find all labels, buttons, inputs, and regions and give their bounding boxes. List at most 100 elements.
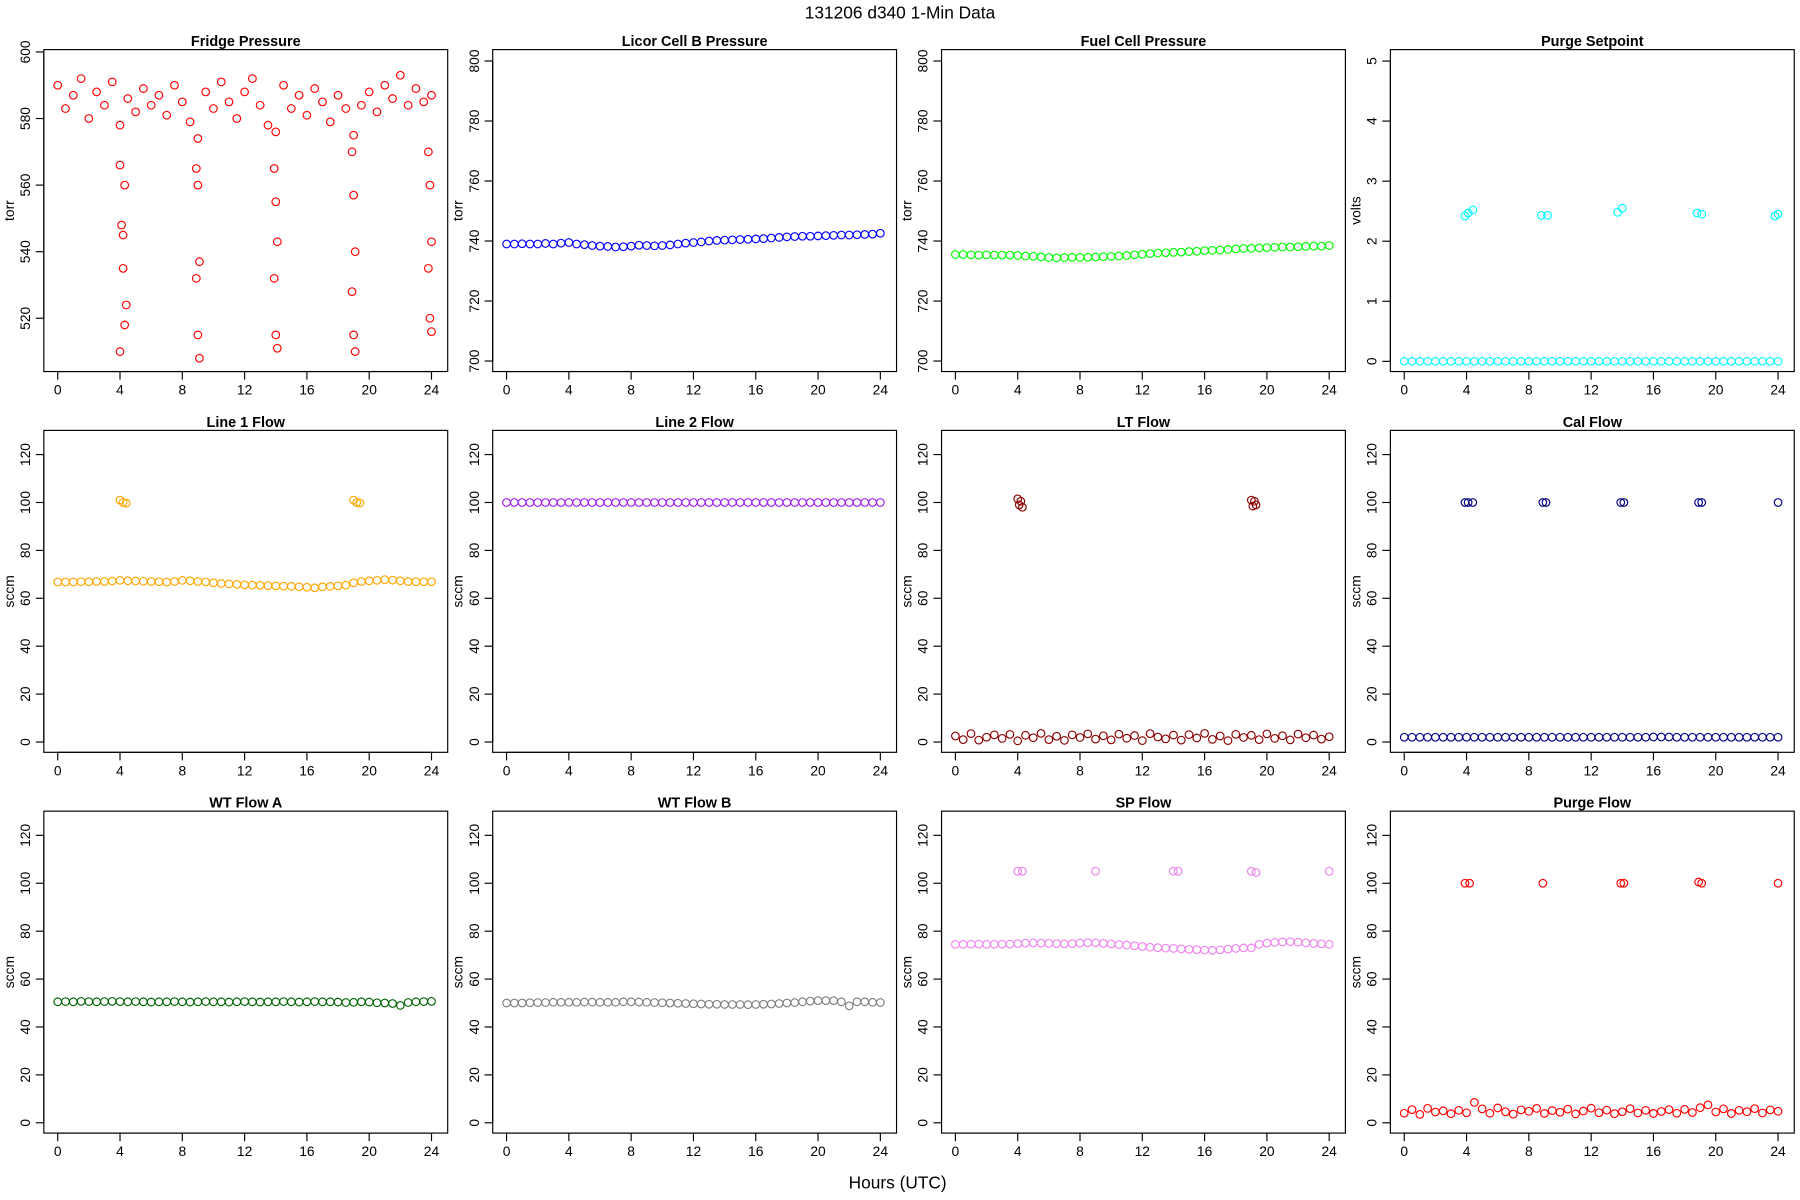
point (425, 180, 435, 190)
y-tick-label: 0 (915, 738, 931, 746)
y-axis-title: torr (1, 200, 17, 221)
point (1254, 735, 1264, 744)
point (837, 997, 846, 1007)
point (341, 580, 351, 590)
x-tick-label: 16 (299, 1143, 315, 1159)
y-tick-label: 0 (1364, 357, 1380, 365)
point (1083, 729, 1093, 739)
y-axis-title: volts (1347, 196, 1363, 225)
point (146, 100, 156, 110)
y-tick-label: 120 (915, 824, 931, 847)
x-tick-label: 4 (1463, 1143, 1471, 1159)
y-tick-label: 120 (17, 443, 33, 466)
point (1460, 878, 1470, 888)
point (1687, 1108, 1697, 1117)
point (411, 84, 421, 93)
point (966, 729, 976, 739)
point (403, 100, 413, 110)
point (272, 343, 282, 353)
y-tick-label: 80 (17, 542, 33, 558)
point (1028, 733, 1038, 743)
point (271, 127, 281, 137)
x-tick-label: 0 (952, 382, 960, 398)
x-tick-label: 0 (952, 1143, 960, 1159)
plot-frame (43, 429, 449, 753)
point (982, 732, 991, 742)
point (1192, 733, 1202, 743)
point (1750, 1104, 1760, 1114)
x-tick-label: 0 (952, 762, 960, 778)
x-tick-label: 12 (1583, 382, 1598, 398)
y-axis-title: sccm (1347, 575, 1363, 607)
y-axis-title: sccm (899, 956, 915, 988)
point (68, 90, 78, 100)
y-tick-label: 520 (17, 306, 33, 329)
point (349, 190, 359, 200)
x-tick-label: 24 (1321, 762, 1337, 778)
y-tick-label: 100 (466, 491, 482, 514)
x-tick-label: 20 (810, 1143, 826, 1159)
y-tick-label: 60 (1364, 971, 1380, 987)
y-tick-label: 20 (466, 1067, 482, 1083)
point (1538, 878, 1548, 888)
point (1617, 1107, 1627, 1117)
x-tick-label: 8 (1076, 1143, 1084, 1159)
point (388, 999, 397, 1008)
point (1017, 502, 1027, 512)
point (419, 97, 429, 107)
point (1532, 1104, 1542, 1113)
point (84, 114, 94, 123)
point (349, 330, 359, 340)
y-tick-label: 0 (1364, 738, 1380, 746)
x-tick-label: 4 (1014, 382, 1022, 398)
point (1075, 733, 1085, 742)
point (318, 97, 327, 107)
point (1438, 1106, 1448, 1116)
y-tick-label: 720 (915, 289, 931, 312)
point (1617, 203, 1627, 213)
y-tick-label: 780 (466, 109, 482, 132)
x-tick-label: 20 (1708, 382, 1724, 398)
y-tick-label: 560 (17, 173, 33, 196)
point (997, 734, 1007, 743)
point (1114, 729, 1124, 739)
point (1672, 1108, 1682, 1118)
y-tick-label: 800 (915, 49, 931, 72)
x-tick-label: 12 (686, 762, 701, 778)
x-tick-label: 20 (362, 1143, 378, 1159)
point (1563, 1104, 1573, 1114)
plot-frame (940, 49, 1346, 373)
plot-frame (492, 49, 898, 373)
point (117, 220, 126, 230)
point (1285, 735, 1295, 745)
point (1407, 1105, 1417, 1114)
point (1153, 732, 1163, 742)
point (1694, 498, 1703, 507)
point (1446, 1109, 1456, 1119)
x-tick-label: 0 (1400, 762, 1408, 778)
y-tick-label: 0 (466, 738, 482, 746)
y-tick-label: 760 (466, 169, 482, 192)
point (195, 257, 204, 267)
y-tick-label: 60 (17, 590, 33, 606)
point (1493, 1103, 1503, 1113)
panel: WT Flow A sccm 0 4 8 12 16 20 24 0 20 40 60 80 100 120 (1, 796, 449, 1159)
x-tick-label: 0 (503, 382, 511, 398)
x-tick-label: 8 (178, 1143, 186, 1159)
y-tick-label: 80 (17, 923, 33, 939)
panel: Licor Cell B Pressure torr 0 4 8 12 16 20 24 700 7… (450, 34, 898, 398)
point (1137, 736, 1147, 745)
point (263, 120, 273, 130)
point (1462, 1108, 1471, 1118)
point (1594, 1108, 1604, 1118)
y-tick-label: 20 (17, 686, 33, 702)
point (1460, 211, 1470, 221)
point (844, 1001, 854, 1011)
point (423, 263, 433, 273)
point (1619, 498, 1629, 507)
y-tick-label: 120 (466, 443, 482, 466)
x-tick-label: 4 (565, 382, 573, 398)
point (1091, 734, 1100, 744)
y-tick-label: 20 (915, 1067, 931, 1083)
y-tick-label: 580 (17, 107, 33, 130)
